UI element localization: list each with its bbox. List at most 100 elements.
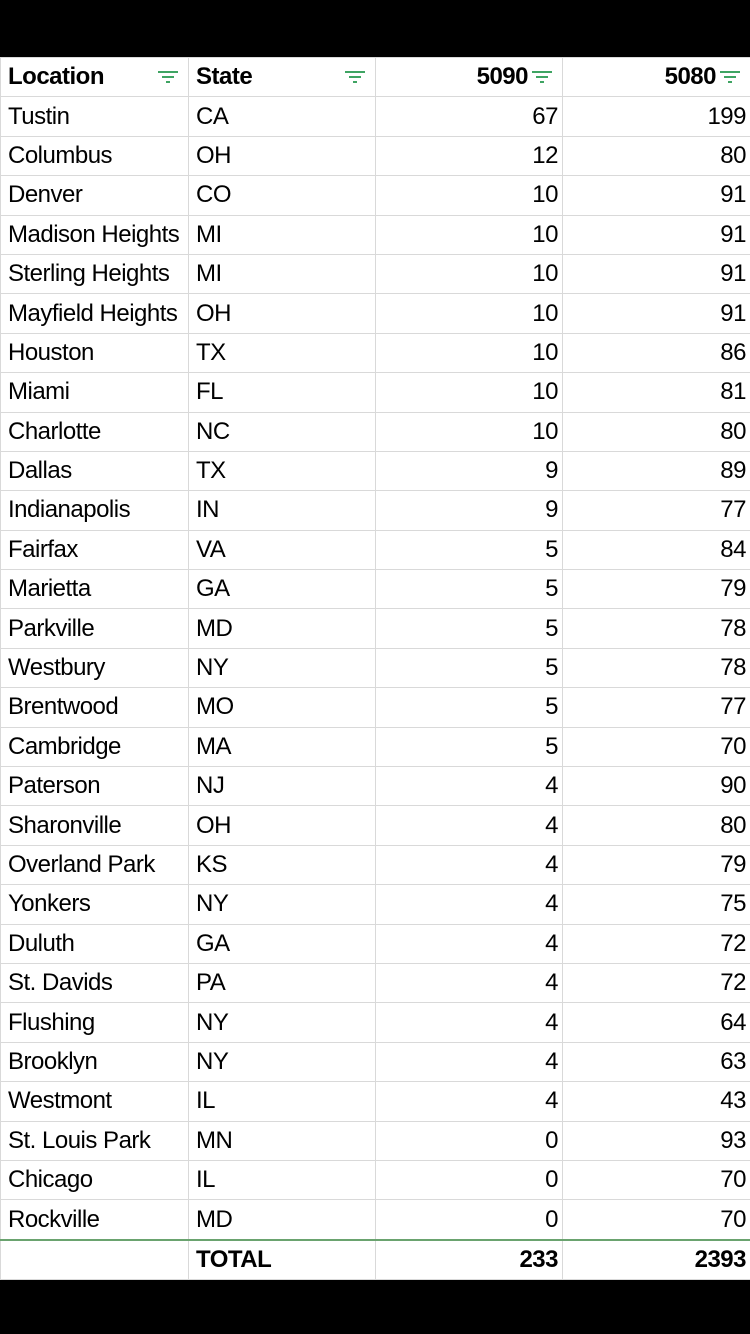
location-cell[interactable]: Parkville xyxy=(0,608,189,649)
value-5090-cell[interactable]: 4 xyxy=(375,1081,563,1122)
location-cell[interactable]: St. Davids xyxy=(0,962,189,1004)
value-5080-cell[interactable]: 70 xyxy=(562,726,750,768)
state-cell[interactable]: GA xyxy=(188,923,376,964)
total-label[interactable]: TOTAL xyxy=(188,1238,376,1281)
value-5080-cell[interactable]: 64 xyxy=(562,1002,750,1043)
value-5090-cell[interactable]: 9 xyxy=(375,450,563,492)
location-cell[interactable]: Sharonville xyxy=(0,805,189,846)
value-5080-cell[interactable]: 93 xyxy=(562,1120,750,1161)
value-5090-cell[interactable]: 5 xyxy=(375,726,563,768)
value-5080-cell[interactable]: 79 xyxy=(562,844,750,886)
value-5090-cell[interactable]: 10 xyxy=(375,332,563,374)
location-cell[interactable]: Denver xyxy=(0,175,189,216)
value-5090-cell[interactable]: 0 xyxy=(375,1159,563,1201)
location-cell[interactable]: Brentwood xyxy=(0,687,189,728)
value-5080-cell[interactable]: 77 xyxy=(562,490,750,531)
value-5080-cell[interactable]: 70 xyxy=(562,1199,750,1241)
filter-icon[interactable] xyxy=(345,71,365,85)
state-cell[interactable]: OH xyxy=(188,135,376,177)
value-5080-cell[interactable]: 72 xyxy=(562,962,750,1004)
value-5090-cell[interactable]: 0 xyxy=(375,1120,563,1161)
state-cell[interactable]: GA xyxy=(188,569,376,610)
value-5090-cell[interactable]: 4 xyxy=(375,844,563,886)
state-cell[interactable]: TX xyxy=(188,332,376,374)
location-cell[interactable]: Charlotte xyxy=(0,411,189,452)
value-5090-cell[interactable]: 10 xyxy=(375,293,563,334)
value-5090-cell[interactable]: 10 xyxy=(375,411,563,452)
state-cell[interactable]: CA xyxy=(188,96,376,137)
value-5090-cell[interactable]: 5 xyxy=(375,608,563,649)
value-5090-cell[interactable]: 12 xyxy=(375,135,563,177)
value-5080-cell[interactable]: 91 xyxy=(562,293,750,334)
state-cell[interactable]: MD xyxy=(188,1199,376,1241)
value-5080-cell[interactable]: 78 xyxy=(562,608,750,649)
state-cell[interactable]: MN xyxy=(188,1120,376,1161)
location-cell[interactable]: Westbury xyxy=(0,647,189,689)
state-cell[interactable]: FL xyxy=(188,372,376,413)
value-5090-cell[interactable]: 5 xyxy=(375,529,563,571)
location-cell[interactable]: Cambridge xyxy=(0,726,189,768)
value-5090-cell[interactable]: 10 xyxy=(375,214,563,255)
location-cell[interactable]: Houston xyxy=(0,332,189,374)
value-5090-cell[interactable]: 4 xyxy=(375,805,563,846)
state-cell[interactable]: NY xyxy=(188,1002,376,1043)
value-5090-cell[interactable]: 4 xyxy=(375,1041,563,1083)
value-5080-cell[interactable]: 79 xyxy=(562,569,750,610)
state-cell[interactable]: OH xyxy=(188,805,376,846)
value-5090-cell[interactable]: 10 xyxy=(375,372,563,413)
header-location[interactable]: Location xyxy=(0,56,189,98)
value-5090-cell[interactable]: 4 xyxy=(375,962,563,1004)
value-5080-cell[interactable]: 91 xyxy=(562,253,750,295)
value-5090-cell[interactable]: 4 xyxy=(375,766,563,807)
value-5090-cell[interactable]: 9 xyxy=(375,490,563,531)
state-cell[interactable]: KS xyxy=(188,844,376,886)
filter-icon[interactable] xyxy=(158,71,178,85)
location-cell[interactable]: Indianapolis xyxy=(0,490,189,531)
total-5080[interactable]: 2393 xyxy=(562,1238,750,1281)
value-5080-cell[interactable]: 84 xyxy=(562,529,750,571)
value-5080-cell[interactable]: 91 xyxy=(562,214,750,255)
location-cell[interactable]: Miami xyxy=(0,372,189,413)
value-5090-cell[interactable]: 4 xyxy=(375,1002,563,1043)
state-cell[interactable]: MO xyxy=(188,687,376,728)
location-cell[interactable]: Paterson xyxy=(0,766,189,807)
state-cell[interactable]: IN xyxy=(188,490,376,531)
header-state[interactable]: State xyxy=(188,56,376,98)
state-cell[interactable]: IL xyxy=(188,1159,376,1201)
location-cell[interactable]: Chicago xyxy=(0,1159,189,1201)
state-cell[interactable]: PA xyxy=(188,962,376,1004)
location-cell[interactable]: Tustin xyxy=(0,96,189,137)
state-cell[interactable]: NY xyxy=(188,647,376,689)
value-5080-cell[interactable]: 81 xyxy=(562,372,750,413)
location-cell[interactable]: Brooklyn xyxy=(0,1041,189,1083)
value-5080-cell[interactable]: 70 xyxy=(562,1159,750,1201)
value-5090-cell[interactable]: 5 xyxy=(375,647,563,689)
value-5080-cell[interactable]: 77 xyxy=(562,687,750,728)
value-5080-cell[interactable]: 80 xyxy=(562,805,750,846)
value-5090-cell[interactable]: 10 xyxy=(375,175,563,216)
state-cell[interactable]: NJ xyxy=(188,766,376,807)
value-5090-cell[interactable]: 10 xyxy=(375,253,563,295)
value-5080-cell[interactable]: 78 xyxy=(562,647,750,689)
value-5080-cell[interactable]: 43 xyxy=(562,1081,750,1122)
location-cell[interactable]: Madison Heights xyxy=(0,214,189,255)
filter-icon[interactable] xyxy=(720,71,740,85)
total-empty-cell[interactable] xyxy=(0,1238,189,1281)
location-cell[interactable]: Mayfield Heights xyxy=(0,293,189,334)
state-cell[interactable]: MD xyxy=(188,608,376,649)
location-cell[interactable]: Fairfax xyxy=(0,529,189,571)
location-cell[interactable]: Overland Park xyxy=(0,844,189,886)
state-cell[interactable]: IL xyxy=(188,1081,376,1122)
location-cell[interactable]: Sterling Heights xyxy=(0,253,189,295)
state-cell[interactable]: NC xyxy=(188,411,376,452)
value-5080-cell[interactable]: 72 xyxy=(562,923,750,964)
location-cell[interactable]: Dallas xyxy=(0,450,189,492)
value-5080-cell[interactable]: 86 xyxy=(562,332,750,374)
location-cell[interactable]: Yonkers xyxy=(0,884,189,925)
state-cell[interactable]: CO xyxy=(188,175,376,216)
state-cell[interactable]: VA xyxy=(188,529,376,571)
value-5090-cell[interactable]: 4 xyxy=(375,884,563,925)
value-5090-cell[interactable]: 67 xyxy=(375,96,563,137)
value-5090-cell[interactable]: 5 xyxy=(375,569,563,610)
state-cell[interactable]: OH xyxy=(188,293,376,334)
